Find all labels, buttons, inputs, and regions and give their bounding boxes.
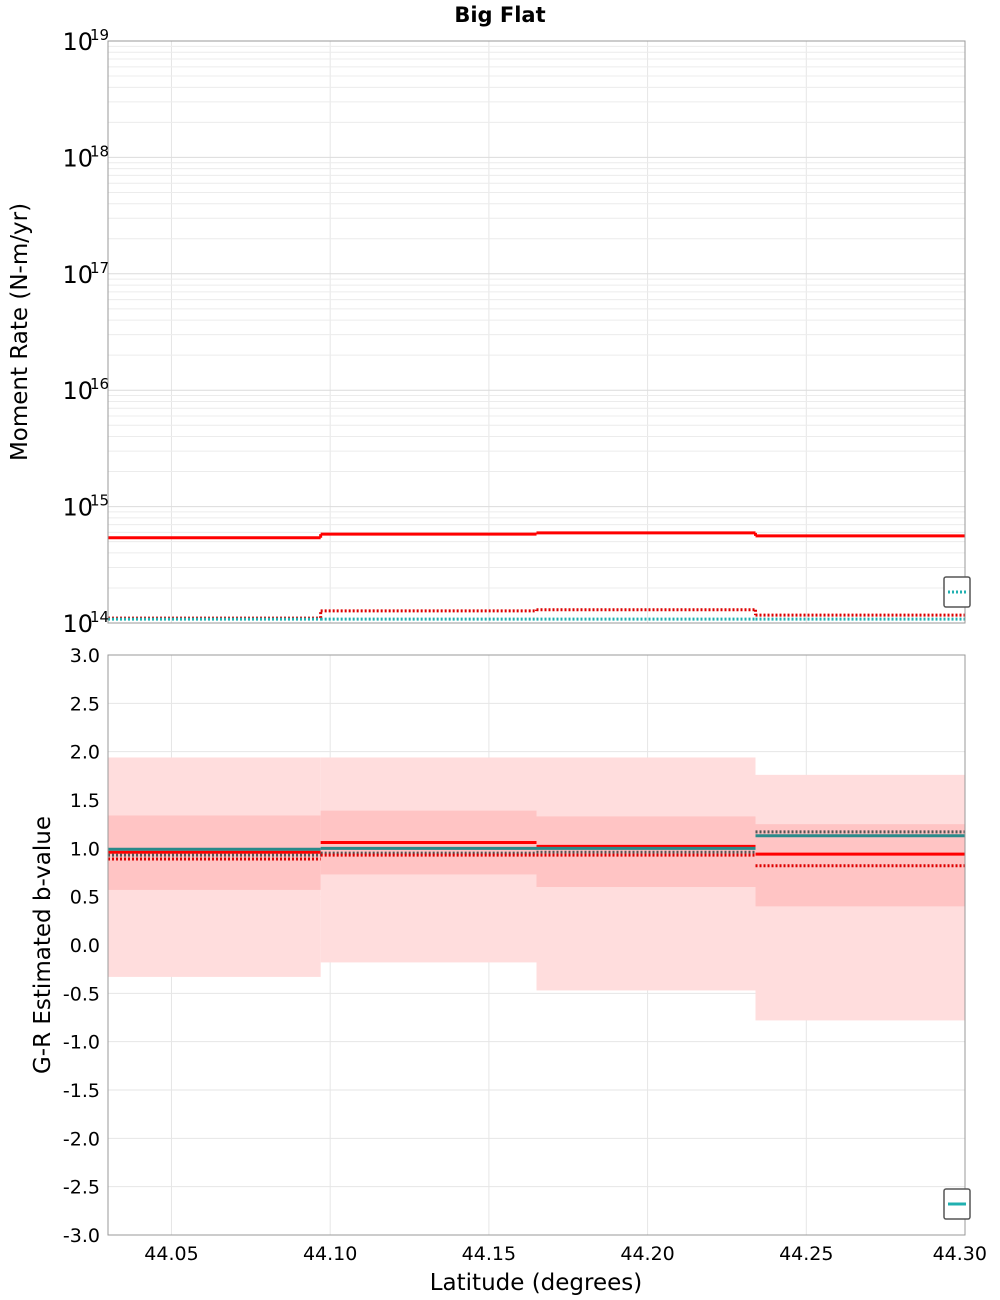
- top-series-red-solid: [108, 531, 965, 540]
- bottom-x-axis-label: Latitude (degrees): [430, 1270, 643, 1296]
- bottom-series-dark-dotted: [108, 830, 965, 857]
- bottom-series-red-dotted: [108, 853, 965, 868]
- bottom-y-tick-label: -2.0: [63, 1128, 100, 1150]
- bottom-x-tick-labels: 44.05 44.10 44.15 44.20 44.25 44.30: [144, 1243, 987, 1265]
- top-y-tick-exponent: 15: [90, 492, 109, 510]
- bottom-x-tick-label: 44.30: [933, 1243, 987, 1265]
- top-series-group: [108, 531, 965, 621]
- bottom-y-tick-label: 3.0: [70, 645, 100, 667]
- top-plot-background: [108, 41, 965, 623]
- bottom-y-tick-label: -2.5: [63, 1177, 100, 1199]
- bottom-y-tick-label: 2.0: [70, 742, 100, 764]
- bottom-plot-frame: [107, 654, 966, 1236]
- bottom-legend: [943, 1188, 971, 1220]
- bottom-y-tick-label: 1.0: [70, 838, 100, 860]
- top-y-tick-label: 10: [62, 28, 93, 56]
- bottom-x-tick-label: 44.05: [144, 1243, 198, 1265]
- bottom-y-tick-label: -3.0: [63, 1225, 100, 1247]
- bottom-y-tick-label: -1.0: [63, 1032, 100, 1054]
- bottom-y-tick-label: -1.5: [63, 1080, 100, 1102]
- top-legend: [943, 576, 971, 608]
- top-y-axis-label: Moment Rate (N-m/yr): [7, 203, 33, 461]
- top-y-tick-label: 10: [62, 377, 93, 405]
- top-y-tick-label: 10: [62, 494, 93, 522]
- bottom-series-teal-solid: [108, 834, 965, 851]
- bottom-y-tick-label: -0.5: [63, 983, 100, 1005]
- bottom-series-red-solid: [108, 841, 965, 856]
- bottom-y-tick-label: 0.5: [70, 887, 100, 909]
- bottom-x-tick-label: 44.20: [620, 1243, 674, 1265]
- top-y-tick-label: 10: [62, 261, 93, 289]
- b-value-panel: -3.0 -2.5 -2.0 -1.5 -1.0 -0.5 0.0 0.5 1.0 1.5 2.0 2…: [30, 645, 987, 1296]
- bottom-y-tick-label: 1.5: [70, 790, 100, 812]
- bottom-bands-group: [108, 757, 965, 1021]
- bottom-x-tick-label: 44.10: [303, 1243, 357, 1265]
- bottom-y-tick-label: 0.0: [70, 935, 100, 957]
- top-plot-frame: [107, 40, 966, 624]
- top-y-tick-exponent: 19: [90, 26, 109, 44]
- bottom-x-tick-label: 44.15: [462, 1243, 516, 1265]
- bottom-series-group: [108, 830, 965, 868]
- top-y-tick-exponent: 17: [90, 259, 109, 277]
- top-y-tick-label: 10: [62, 144, 93, 172]
- bottom-y-axis-label: G-R Estimated b-value: [30, 816, 56, 1074]
- bottom-y-tick-label: 2.5: [70, 693, 100, 715]
- top-grid: [108, 41, 966, 624]
- top-y-tick-exponent: 16: [90, 375, 109, 393]
- bottom-y-tick-labels: -3.0 -2.5 -2.0 -1.5 -1.0 -0.5 0.0 0.5 1.0 1.5 2.0 2…: [63, 645, 100, 1247]
- top-y-tick-exponent: 14: [90, 608, 109, 626]
- top-y-tick-exponent: 18: [90, 142, 109, 160]
- chart-title: Big Flat: [454, 3, 545, 27]
- bottom-x-tick-label: 44.25: [779, 1243, 833, 1265]
- top-y-tick-label: 10: [62, 610, 93, 638]
